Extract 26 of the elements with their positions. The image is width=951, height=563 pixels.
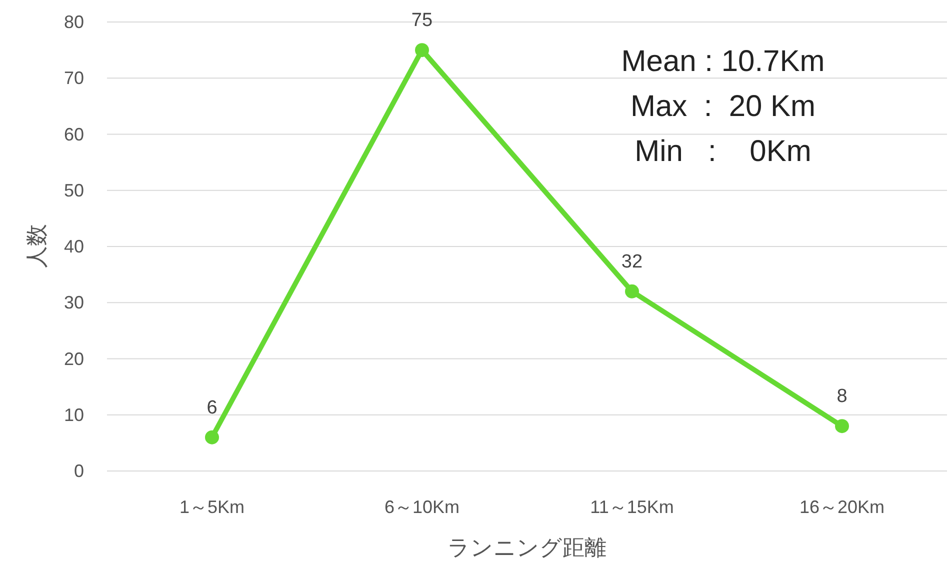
y-tick-label: 60 bbox=[64, 124, 84, 144]
point bbox=[835, 419, 849, 434]
y-tick-label: 0 bbox=[74, 461, 84, 481]
y-tick-label: 10 bbox=[64, 404, 84, 425]
y-tick-label: 40 bbox=[64, 236, 84, 256]
x-tick-label: 6～10Km bbox=[384, 497, 460, 517]
annotation: Mean : 10.7Km bbox=[621, 45, 825, 78]
annotation: Min : 0Km bbox=[634, 135, 812, 168]
y-tick-label: 80 bbox=[64, 12, 84, 32]
point bbox=[205, 430, 219, 444]
x-tick-label: 1～5Km bbox=[179, 497, 245, 517]
x-axis-title: ランニング距離 bbox=[448, 535, 606, 560]
annotation: Max : 20 Km bbox=[630, 90, 816, 123]
y-tick-label: 30 bbox=[64, 292, 84, 313]
y-tick-label: 20 bbox=[64, 348, 84, 369]
data-label: 6 bbox=[206, 397, 218, 418]
y-tick-label: 50 bbox=[64, 180, 84, 200]
data-label: 32 bbox=[621, 251, 643, 272]
y-tick-label: 70 bbox=[64, 68, 84, 88]
data-label: 8 bbox=[836, 386, 848, 408]
y-axis-title: 人数 bbox=[24, 224, 49, 268]
x-tick-label: 11～15Km bbox=[590, 497, 674, 517]
x-tick-label: 16～20Km bbox=[799, 497, 885, 517]
data-label: 75 bbox=[411, 10, 433, 32]
point bbox=[415, 43, 429, 58]
point bbox=[625, 284, 639, 298]
